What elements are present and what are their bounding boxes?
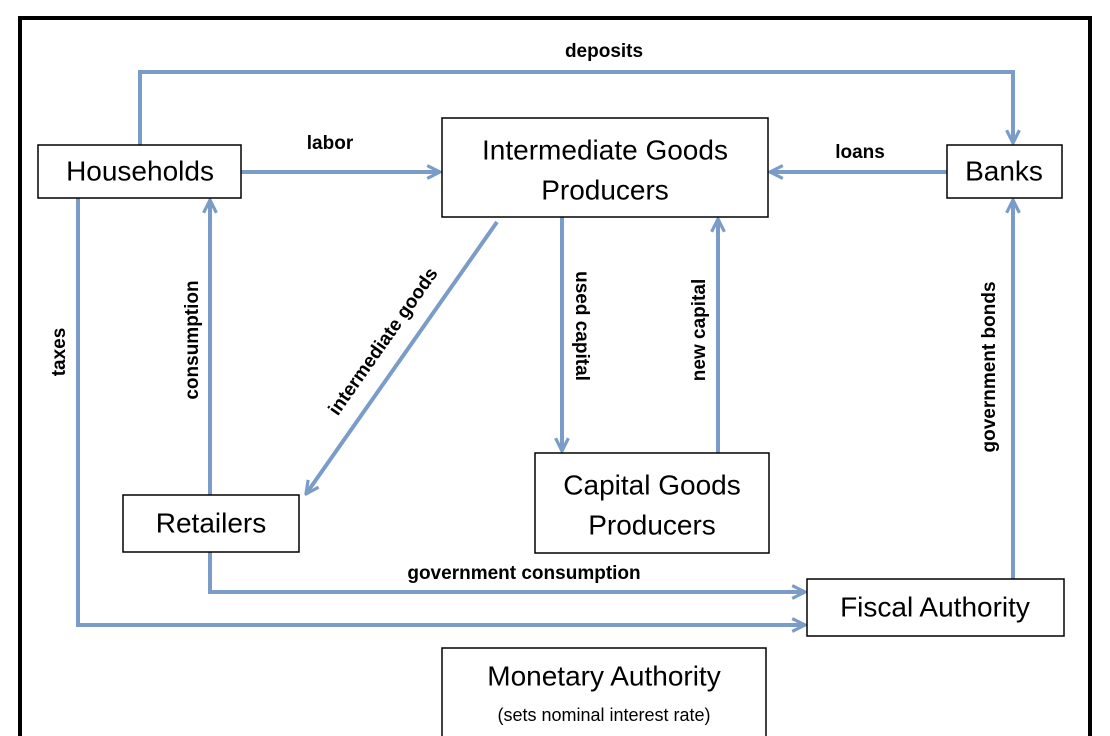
edge-label: government consumption (407, 563, 640, 584)
node-label: Capital Goods (563, 469, 740, 500)
arrow (306, 220, 499, 494)
edge-label: new capital (689, 279, 710, 381)
node-label: Intermediate Goods (482, 134, 728, 165)
node-box (806, 578, 1065, 637)
node-box (37, 144, 242, 199)
node-label: Producers (541, 174, 669, 205)
edge-label: labor (307, 133, 354, 154)
arrow (76, 198, 805, 625)
node-label: Fiscal Authority (840, 591, 1030, 622)
edge-label: used capital (571, 271, 592, 381)
node-box (534, 452, 770, 554)
node-note: (sets nominal interest rate) (497, 705, 710, 725)
edge-label: taxes (49, 328, 70, 377)
node-box (441, 647, 767, 736)
node-label: Households (66, 155, 214, 186)
edge-label: consumption (182, 280, 203, 399)
edge-label: government bonds (979, 281, 1000, 452)
node-box (946, 144, 1063, 199)
edge-label: loans (835, 142, 885, 163)
arrow (208, 552, 805, 592)
node-box (122, 494, 300, 553)
node-label: Producers (588, 509, 716, 540)
edge-label: intermediate goods (325, 264, 443, 419)
node-box (441, 117, 769, 218)
arrow (138, 70, 1013, 145)
node-label: Banks (965, 155, 1043, 186)
edge-label: deposits (565, 41, 643, 62)
node-label: Retailers (156, 507, 266, 538)
frame (18, 16, 1092, 736)
node-label: Monetary Authority (487, 660, 720, 691)
